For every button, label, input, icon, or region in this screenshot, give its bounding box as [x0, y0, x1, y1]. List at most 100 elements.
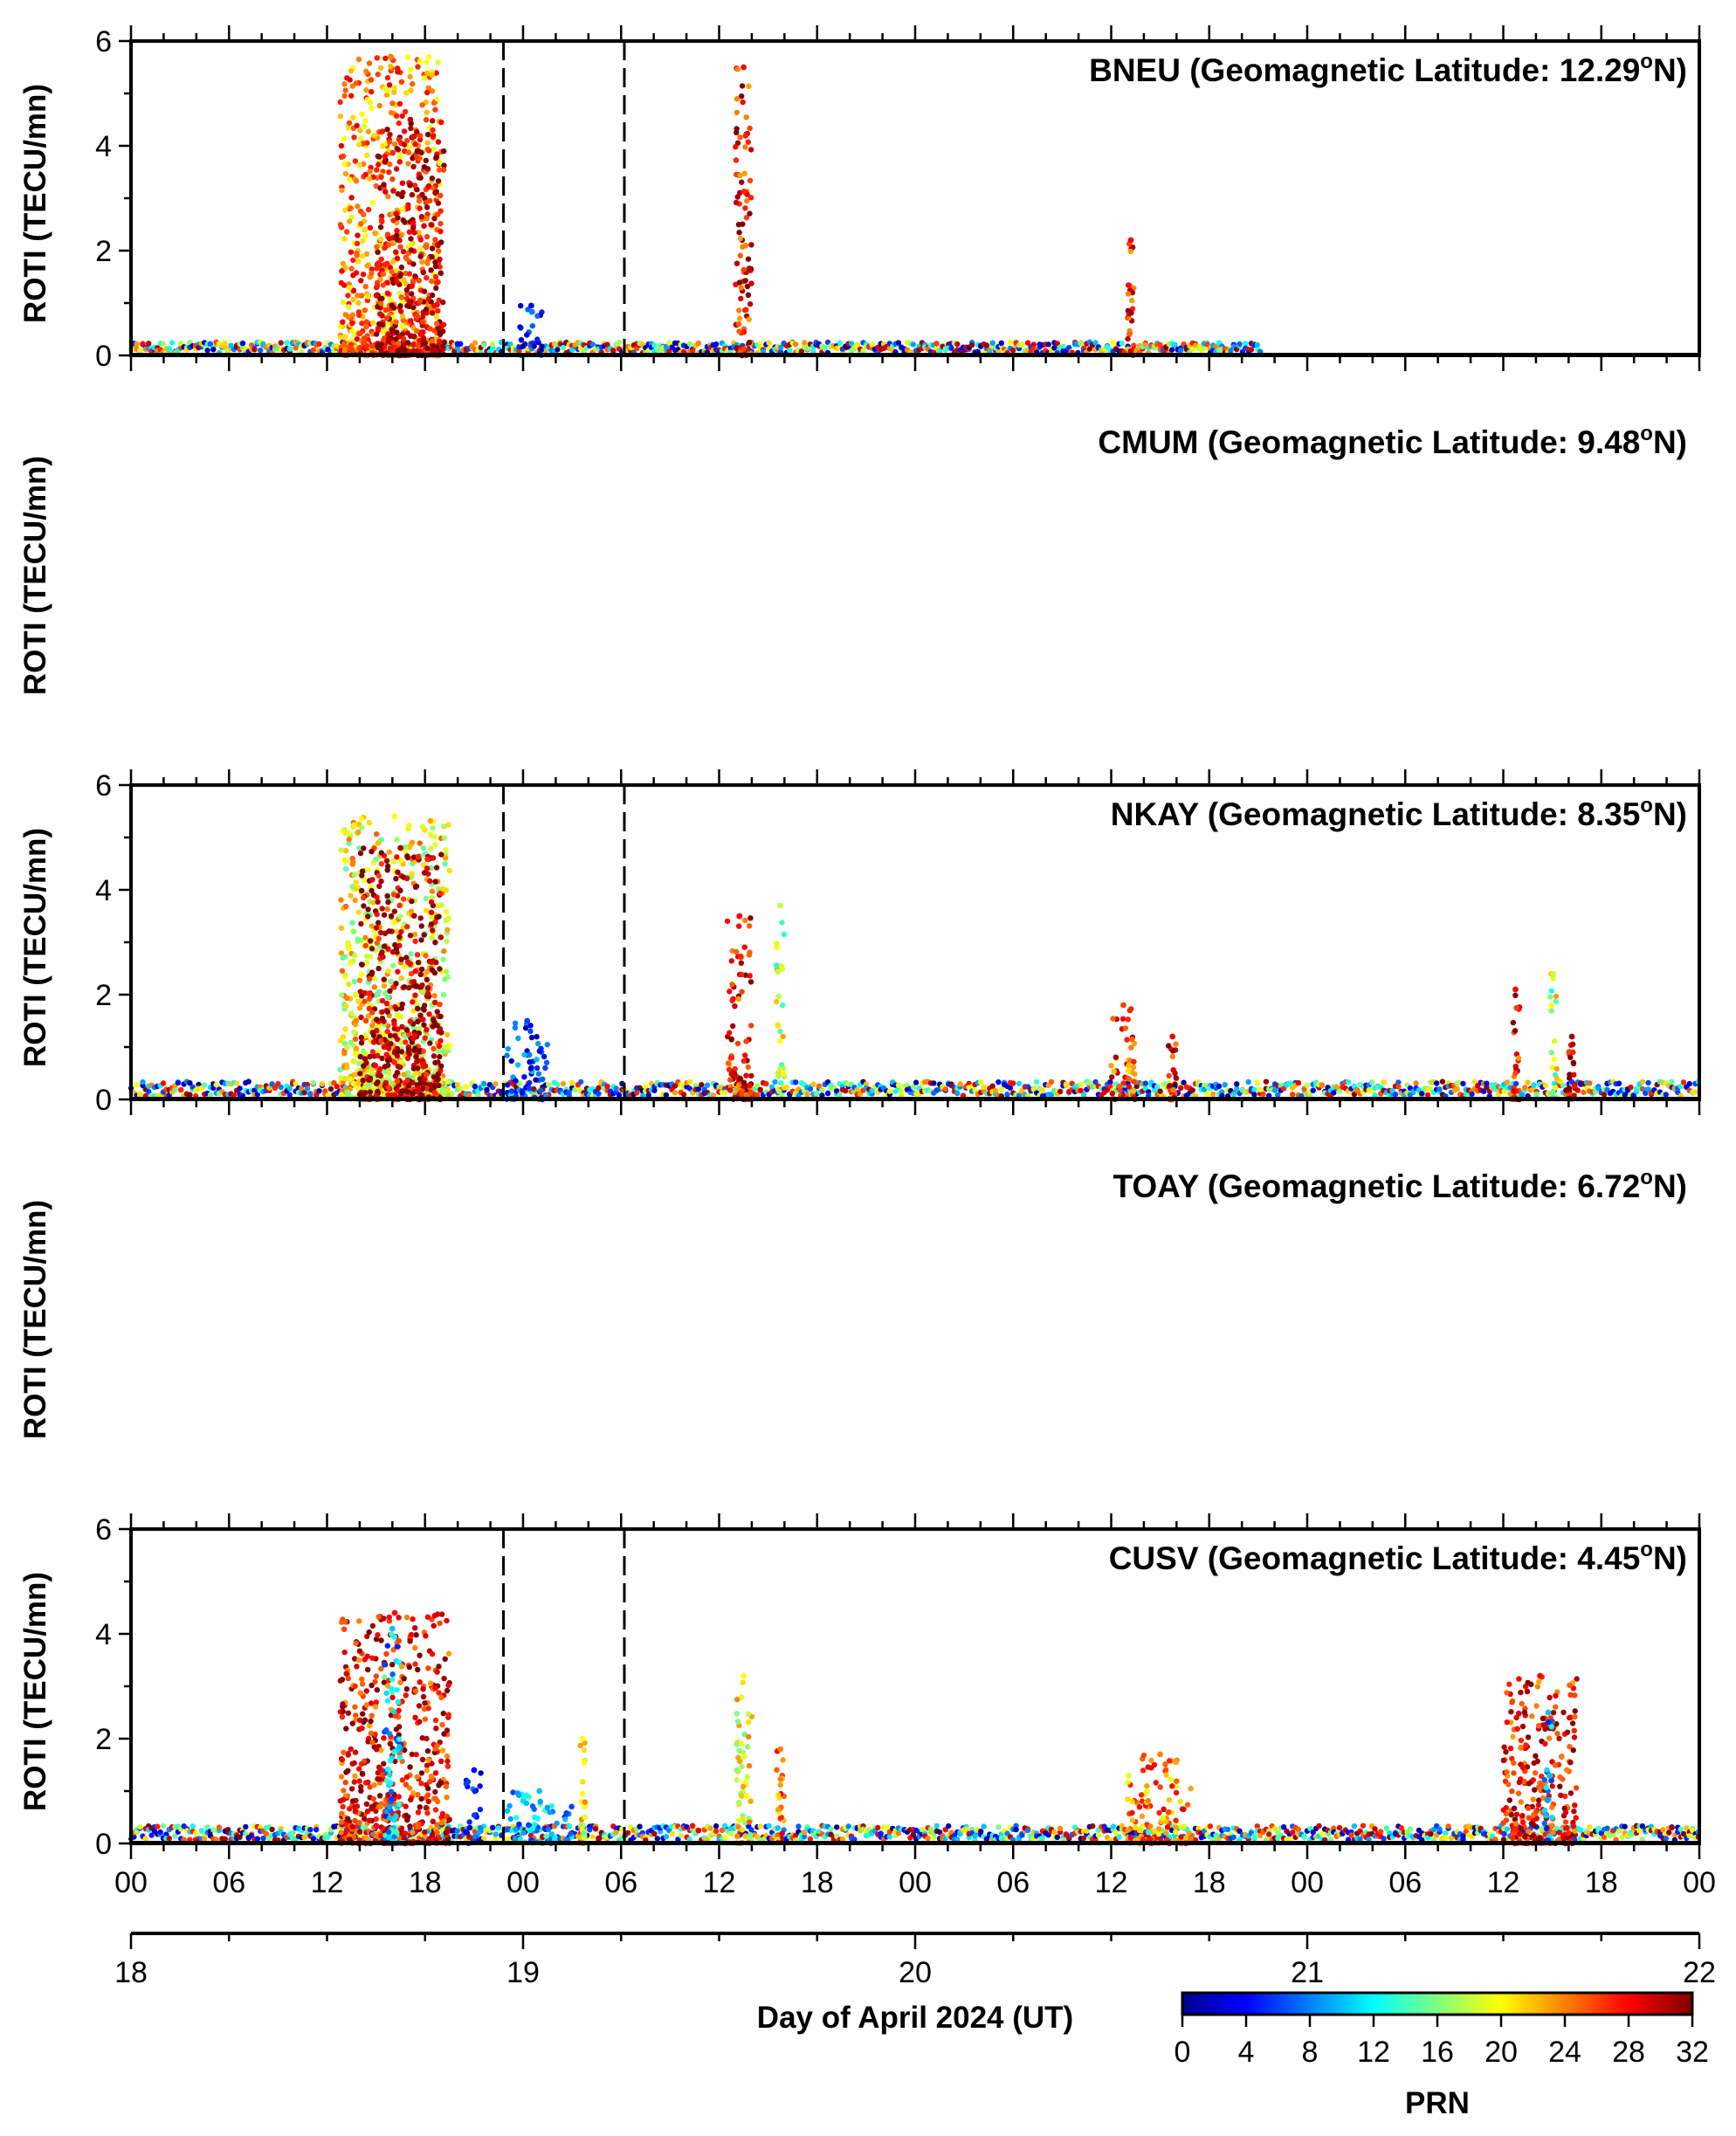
roti-point — [378, 128, 384, 135]
roti-point — [775, 993, 782, 1000]
roti-point — [350, 1058, 356, 1064]
roti-point — [735, 222, 742, 228]
roti-point — [528, 1065, 534, 1071]
roti-point — [541, 1053, 548, 1060]
roti-point — [710, 1092, 716, 1099]
roti-point — [1460, 1080, 1466, 1087]
roti-point — [395, 1064, 402, 1070]
roti-point — [1525, 1079, 1531, 1085]
roti-point — [1395, 1079, 1402, 1085]
roti-point — [643, 1083, 649, 1090]
roti-point — [400, 335, 407, 342]
roti-point — [345, 125, 351, 131]
roti-point — [727, 1077, 734, 1083]
roti-point — [1048, 1078, 1055, 1085]
roti-point — [301, 1090, 307, 1096]
roti-point — [417, 840, 423, 846]
roti-point — [340, 954, 347, 961]
roti-point — [804, 1091, 810, 1098]
roti-point — [348, 205, 354, 211]
roti-point — [380, 271, 387, 277]
roti-point — [425, 990, 431, 996]
roti-point — [417, 971, 424, 978]
roti-point — [437, 270, 444, 276]
roti-point — [379, 295, 385, 302]
roti-point — [437, 1053, 443, 1060]
roti-point — [1639, 1078, 1646, 1085]
roti-point — [422, 1035, 428, 1041]
roti-point — [411, 1047, 417, 1053]
roti-point — [1686, 1080, 1693, 1087]
panel-title: BNEU (Geomagnetic Latitude: 12.29oN) — [1089, 50, 1687, 88]
roti-point — [737, 172, 743, 179]
roti-point — [411, 854, 417, 860]
roti-point — [1615, 1080, 1622, 1086]
roti-point — [399, 113, 405, 120]
roti-point — [410, 80, 416, 87]
roti-point — [747, 979, 754, 985]
roti-point — [1572, 1083, 1578, 1089]
roti-point — [367, 169, 373, 175]
roti-point — [463, 1084, 470, 1090]
roti-point — [355, 258, 362, 265]
roti-point — [415, 1065, 421, 1071]
roti-point — [704, 1082, 711, 1088]
panel-title: CMUM (Geomagnetic Latitude: 9.48oN) — [1098, 422, 1687, 460]
roti-point — [427, 817, 434, 824]
roti-point — [741, 1079, 747, 1085]
roti-point — [414, 128, 420, 135]
roti-point — [1204, 341, 1210, 348]
roti-point — [134, 1081, 140, 1088]
roti-point — [431, 1089, 437, 1096]
roti-point — [1010, 1080, 1016, 1086]
roti-point — [397, 152, 403, 159]
roti-point — [377, 65, 384, 72]
roti-point — [362, 998, 368, 1004]
roti-point — [407, 243, 413, 249]
roti-point — [1109, 1091, 1116, 1097]
roti-point — [440, 885, 446, 892]
roti-point — [358, 1034, 364, 1041]
roti-point — [166, 346, 172, 352]
roti-point — [379, 1009, 385, 1016]
roti-point — [734, 129, 740, 136]
roti-point — [421, 870, 428, 876]
roti-point — [398, 79, 405, 86]
roti-point — [604, 1083, 610, 1090]
roti-point — [1424, 1092, 1431, 1099]
roti-point — [430, 342, 436, 348]
roti-point — [433, 959, 439, 966]
roti-point — [432, 842, 438, 848]
roti-point — [1173, 1041, 1179, 1047]
roti-point — [854, 1086, 860, 1093]
roti-point — [342, 847, 349, 854]
roti-point — [160, 1080, 167, 1086]
roti-point — [441, 162, 447, 169]
roti-point — [454, 345, 460, 351]
roti-point — [364, 293, 371, 299]
roti-point — [396, 136, 402, 142]
y-tick-label: 4 — [95, 874, 112, 907]
roti-point — [1553, 993, 1560, 1000]
roti-point — [1512, 1080, 1519, 1087]
roti-point — [837, 340, 843, 346]
roti-point — [386, 1045, 392, 1051]
roti-point — [423, 307, 430, 313]
roti-point — [364, 96, 371, 103]
roti-point — [325, 1092, 331, 1099]
roti-point — [440, 991, 447, 998]
roti-point — [348, 68, 355, 74]
roti-point — [361, 845, 367, 851]
roti-point — [337, 222, 344, 228]
roti-point — [738, 285, 744, 291]
roti-peak-point — [1120, 1002, 1126, 1009]
roti-point — [998, 1086, 1005, 1092]
roti-point — [397, 913, 403, 920]
roti-point — [435, 885, 442, 892]
roti-point — [363, 86, 369, 93]
roti-point — [396, 120, 402, 127]
roti-point — [1548, 1008, 1554, 1014]
roti-point — [910, 1084, 917, 1091]
roti-point — [1019, 341, 1025, 348]
